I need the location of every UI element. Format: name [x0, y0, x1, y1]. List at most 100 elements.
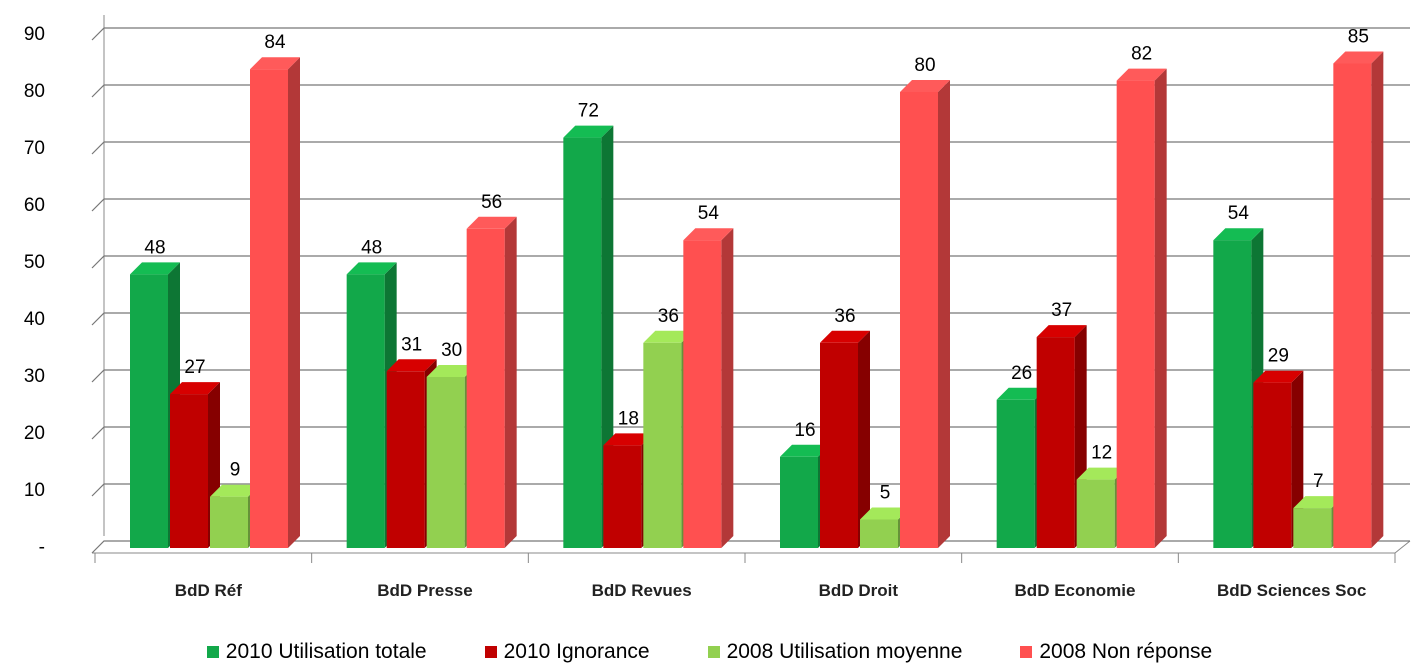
x-tick-label: BdD Réf [174, 581, 242, 600]
bar-top [1076, 467, 1127, 480]
legend: 2010 Utilisation totale 2010 Ignorance 200… [0, 640, 1419, 664]
data-label: 85 [1348, 27, 1369, 48]
data-label: 72 [578, 101, 599, 122]
floor-edge [1394, 540, 1411, 554]
legend-label: 2008 Non réponse [1039, 640, 1213, 663]
bar-top [563, 125, 614, 138]
grid-line [91, 312, 1410, 326]
bar [346, 274, 385, 548]
bar [1253, 382, 1292, 548]
bar-top [426, 365, 477, 377]
bar-top [1036, 325, 1087, 338]
legend-item: 2008 Utilisation moyenne [707, 640, 962, 664]
data-label: 36 [658, 306, 679, 327]
bar [1076, 479, 1115, 548]
bar [426, 377, 465, 548]
data-label: 18 [618, 408, 639, 429]
y-tick-label: - [39, 537, 45, 558]
bar [210, 496, 248, 548]
data-label: 9 [230, 460, 241, 481]
bar [603, 445, 642, 548]
grid-line [91, 84, 1410, 98]
data-label: 82 [1131, 44, 1152, 65]
grid-line [91, 27, 1410, 41]
x-tick-label: BdD Sciences Soc [1217, 581, 1367, 600]
data-label: 48 [361, 237, 382, 258]
data-label: 54 [698, 203, 720, 224]
bar [170, 394, 208, 548]
data-label: 29 [1268, 346, 1289, 367]
data-label: 16 [794, 420, 815, 441]
bar [1036, 337, 1075, 548]
bar-top [820, 330, 870, 343]
bar [563, 137, 602, 548]
grid-line [91, 255, 1410, 269]
bar-side [721, 228, 734, 548]
y-tick-label: 20 [24, 423, 45, 444]
bar [130, 274, 168, 548]
grid-line [91, 540, 1410, 554]
y-tick-label: 70 [24, 138, 45, 159]
data-label: 30 [441, 340, 462, 361]
bar-top [1213, 228, 1264, 241]
y-tick-label: 30 [24, 366, 45, 387]
data-label: 12 [1091, 443, 1112, 464]
x-tick-label: BdD Presse [377, 581, 473, 600]
data-label: 56 [481, 192, 502, 213]
bar [1116, 80, 1155, 548]
legend-swatch [206, 646, 219, 658]
bar-top [250, 57, 300, 70]
bar [900, 92, 938, 548]
bar-side [504, 216, 517, 549]
bar-top [210, 484, 260, 497]
data-label: 37 [1051, 300, 1072, 321]
y-tick-label: 10 [24, 480, 45, 501]
bar-top [386, 359, 437, 372]
bar [860, 519, 898, 548]
data-label: 48 [144, 237, 165, 258]
bar-top [643, 330, 694, 343]
bar [466, 228, 505, 549]
data-label: 31 [401, 334, 422, 355]
grid-line [91, 426, 1410, 440]
legend-item: 2008 Non réponse [1020, 640, 1212, 664]
legend-label: 2010 Utilisation totale [225, 640, 427, 663]
x-tick-label: BdD Revues [591, 581, 692, 600]
grid-line [91, 198, 1410, 212]
bar-side [1371, 51, 1384, 548]
bar-top [466, 216, 517, 229]
bar [643, 342, 682, 548]
legend-item: 2010 Utilisation totale [206, 640, 427, 664]
data-label: 80 [914, 55, 935, 76]
bar-top [130, 262, 180, 275]
bar [996, 399, 1035, 548]
x-tick-label: BdD Economie [1014, 581, 1136, 600]
bar [780, 456, 818, 548]
y-tick-label: 60 [24, 195, 45, 216]
bar-top [346, 262, 397, 275]
bar-top [996, 387, 1047, 400]
data-label: 27 [184, 357, 205, 378]
data-label: 84 [264, 32, 286, 53]
bar-top [1333, 51, 1384, 64]
data-label: 54 [1228, 203, 1250, 224]
bar-top [683, 228, 734, 241]
grid-line [91, 141, 1410, 155]
y-tick-label: 90 [24, 24, 45, 45]
data-label: 5 [880, 483, 891, 504]
bar-top [780, 444, 830, 457]
bar-side [288, 57, 300, 548]
bar-side [938, 80, 950, 548]
data-label: 26 [1011, 363, 1032, 384]
bar-top [900, 80, 950, 92]
bar-top [603, 433, 654, 446]
data-label: 36 [834, 306, 855, 327]
x-tick-label: BdD Droit [818, 581, 898, 600]
bar [820, 342, 858, 548]
y-tick-label: 40 [24, 309, 45, 330]
bar-side [1154, 68, 1167, 548]
bar-top [1253, 370, 1304, 383]
bar [1333, 63, 1372, 548]
